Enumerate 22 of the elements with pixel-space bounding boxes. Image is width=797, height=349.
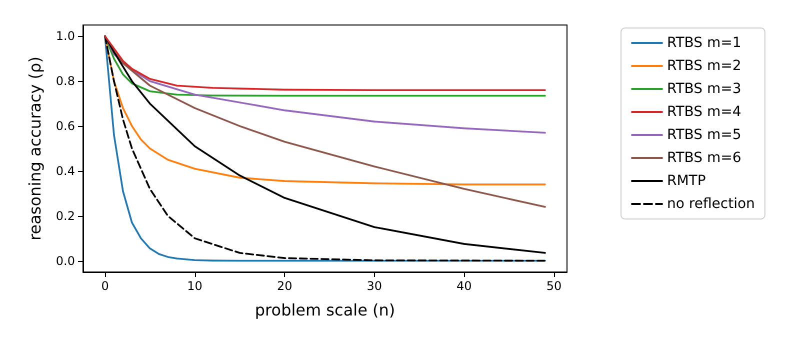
y-axis-title: reasoning accuracy (ρ) bbox=[26, 56, 44, 240]
y-tick-label: 0.4 bbox=[56, 164, 75, 178]
x-axis-title: problem scale (n) bbox=[254, 300, 396, 320]
x-tick-label: 50 bbox=[546, 279, 562, 293]
y-tick-label: 0.0 bbox=[56, 254, 75, 268]
y-tick-label: 0.6 bbox=[56, 119, 75, 134]
x-tick-label: 20 bbox=[276, 279, 292, 293]
legend-label: no reflection bbox=[667, 196, 755, 212]
legend-label: RMTP bbox=[667, 173, 706, 189]
legend-label: RTBS m=5 bbox=[667, 127, 742, 143]
legend-label: RTBS m=2 bbox=[667, 58, 742, 74]
x-tick-label: 10 bbox=[187, 279, 202, 293]
legend-label: RTBS m=3 bbox=[667, 81, 742, 97]
x-tick-label: 0 bbox=[101, 279, 109, 293]
legend-label: RTBS m=1 bbox=[667, 35, 742, 51]
x-tick-label: 40 bbox=[456, 279, 472, 293]
y-tick-label: 0.8 bbox=[56, 74, 75, 88]
y-tick-label: 0.2 bbox=[56, 208, 75, 223]
y-tick-label: 1.0 bbox=[56, 29, 75, 44]
x-tick-label: 30 bbox=[366, 279, 382, 293]
legend-label: RTBS m=4 bbox=[667, 104, 742, 120]
legend-label: RTBS m=6 bbox=[667, 150, 742, 166]
